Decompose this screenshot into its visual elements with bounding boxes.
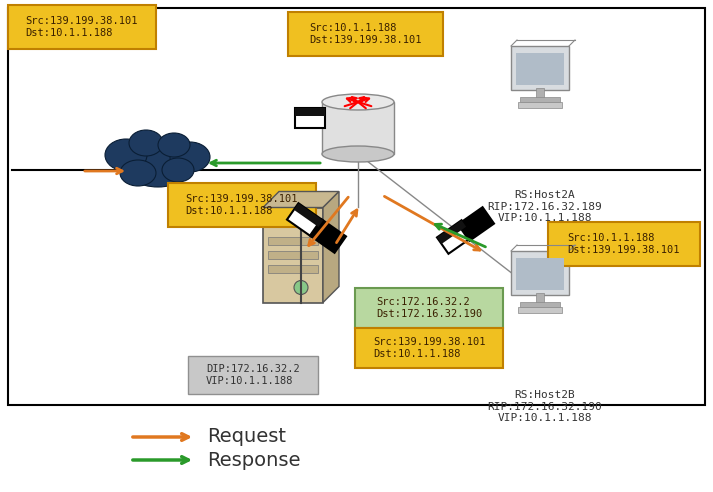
Bar: [437, 220, 473, 254]
Bar: [288, 12, 443, 56]
Bar: [511, 46, 569, 90]
Text: Src:139.199.38.101
Dst:10.1.1.188: Src:139.199.38.101 Dst:10.1.1.188: [26, 16, 138, 38]
Bar: [458, 207, 494, 241]
Polygon shape: [323, 191, 339, 303]
Text: RS:Host2B
RIP:172.16.32.190
VIP:10.1.1.188: RS:Host2B RIP:172.16.32.190 VIP:10.1.1.1…: [488, 390, 602, 423]
Ellipse shape: [120, 160, 156, 186]
Ellipse shape: [123, 143, 193, 187]
Text: Request: Request: [207, 428, 286, 447]
Ellipse shape: [129, 130, 163, 156]
Text: Src:172.16.32.2
Dst:172.16.32.190: Src:172.16.32.2 Dst:172.16.32.190: [376, 297, 482, 319]
Ellipse shape: [158, 133, 190, 157]
Bar: [322, 102, 394, 154]
Ellipse shape: [170, 142, 210, 172]
Bar: [536, 293, 544, 303]
Text: Src:10.1.1.188
Dst:139.199.38.101: Src:10.1.1.188 Dst:139.199.38.101: [568, 233, 680, 255]
Ellipse shape: [105, 139, 147, 171]
Bar: [168, 183, 316, 227]
Bar: [8, 5, 156, 49]
Bar: [295, 108, 325, 128]
Bar: [520, 302, 560, 307]
Bar: [188, 356, 318, 394]
Bar: [268, 237, 318, 245]
Bar: [516, 53, 564, 85]
Text: RS:Host2A
RIP:172.16.32.189
VIP:10.1.1.188: RS:Host2A RIP:172.16.32.189 VIP:10.1.1.1…: [488, 190, 602, 223]
Bar: [295, 108, 325, 116]
Bar: [548, 222, 700, 266]
Bar: [355, 288, 503, 328]
Text: Src:139.199.38.101
Dst:10.1.1.188: Src:139.199.38.101 Dst:10.1.1.188: [373, 337, 486, 359]
Text: Src:10.1.1.188
Dst:139.199.38.101: Src:10.1.1.188 Dst:139.199.38.101: [309, 23, 422, 45]
Bar: [518, 102, 562, 108]
Text: DIP:172.16.32.2
VIP:10.1.1.188: DIP:172.16.32.2 VIP:10.1.1.188: [206, 364, 300, 386]
Bar: [287, 203, 323, 237]
Ellipse shape: [322, 94, 394, 110]
Ellipse shape: [162, 158, 194, 182]
Bar: [310, 219, 346, 253]
Bar: [268, 265, 318, 273]
Bar: [516, 258, 564, 290]
Circle shape: [294, 280, 308, 295]
Bar: [263, 208, 323, 303]
Text: Src:139.199.38.101
Dst:10.1.1.188: Src:139.199.38.101 Dst:10.1.1.188: [186, 194, 298, 216]
Bar: [355, 328, 503, 368]
Bar: [268, 250, 318, 258]
Polygon shape: [263, 191, 339, 208]
Bar: [437, 220, 466, 244]
Bar: [294, 203, 323, 227]
Bar: [536, 88, 544, 98]
Ellipse shape: [322, 146, 394, 162]
Bar: [518, 307, 562, 313]
Text: Response: Response: [207, 451, 300, 469]
Bar: [8, 8, 705, 405]
Bar: [511, 251, 569, 295]
Bar: [520, 97, 560, 102]
